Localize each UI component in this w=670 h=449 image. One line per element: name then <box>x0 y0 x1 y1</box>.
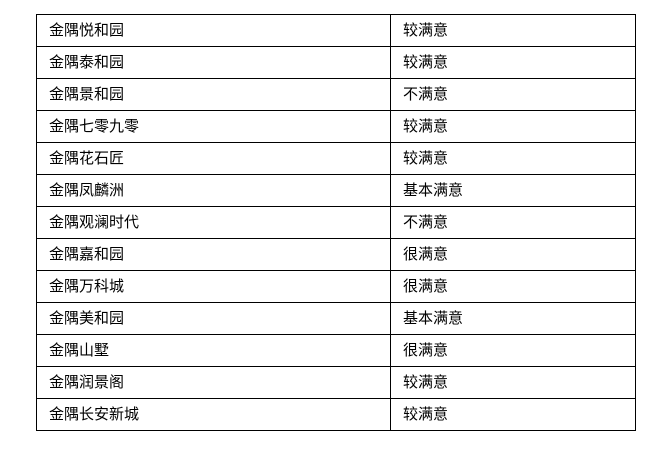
table-row: 金隅美和园 基本满意 <box>36 302 636 335</box>
table-row: 金隅嘉和园 很满意 <box>36 238 636 271</box>
table-row: 金隅山墅 很满意 <box>36 334 636 367</box>
community-cell: 金隅悦和园 <box>36 14 391 47</box>
table-row: 金隅观澜时代 不满意 <box>36 206 636 239</box>
rating-cell: 不满意 <box>390 78 636 111</box>
community-cell: 金隅泰和园 <box>36 46 391 79</box>
rating-cell: 很满意 <box>390 334 636 367</box>
rating-cell: 较满意 <box>390 142 636 175</box>
rating-cell: 较满意 <box>390 398 636 431</box>
community-cell: 金隅七零九零 <box>36 110 391 143</box>
community-cell: 金隅凤麟洲 <box>36 174 391 207</box>
table-row: 金隅泰和园 较满意 <box>36 46 636 79</box>
community-cell: 金隅嘉和园 <box>36 238 391 271</box>
rating-cell: 较满意 <box>390 14 636 47</box>
table-row: 金隅花石匠 较满意 <box>36 142 636 175</box>
rating-cell: 基本满意 <box>390 174 636 207</box>
table-row: 金隅凤麟洲 基本满意 <box>36 174 636 207</box>
community-cell: 金隅花石匠 <box>36 142 391 175</box>
community-cell: 金隅润景阁 <box>36 366 391 399</box>
community-cell: 金隅景和园 <box>36 78 391 111</box>
table-row: 金隅悦和园 较满意 <box>36 14 636 47</box>
table-row: 金隅万科城 很满意 <box>36 270 636 303</box>
rating-cell: 基本满意 <box>390 302 636 335</box>
rating-cell: 很满意 <box>390 270 636 303</box>
rating-cell: 较满意 <box>390 46 636 79</box>
table-row: 金隅润景阁 较满意 <box>36 366 636 399</box>
table-row: 金隅景和园 不满意 <box>36 78 636 111</box>
community-cell: 金隅山墅 <box>36 334 391 367</box>
rating-cell: 较满意 <box>390 110 636 143</box>
community-cell: 金隅观澜时代 <box>36 206 391 239</box>
satisfaction-table: 金隅悦和园 较满意 金隅泰和园 较满意 金隅景和园 不满意 金隅七零九零 较满意 金隅花石匠 较满… <box>36 14 636 431</box>
satisfaction-table-body: 金隅悦和园 较满意 金隅泰和园 较满意 金隅景和园 不满意 金隅七零九零 较满意 金隅花石匠 较满… <box>36 14 636 431</box>
community-cell: 金隅美和园 <box>36 302 391 335</box>
table-row: 金隅七零九零 较满意 <box>36 110 636 143</box>
rating-cell: 不满意 <box>390 206 636 239</box>
rating-cell: 很满意 <box>390 238 636 271</box>
community-cell: 金隅万科城 <box>36 270 391 303</box>
community-cell: 金隅长安新城 <box>36 398 391 431</box>
table-row: 金隅长安新城 较满意 <box>36 398 636 431</box>
rating-cell: 较满意 <box>390 366 636 399</box>
